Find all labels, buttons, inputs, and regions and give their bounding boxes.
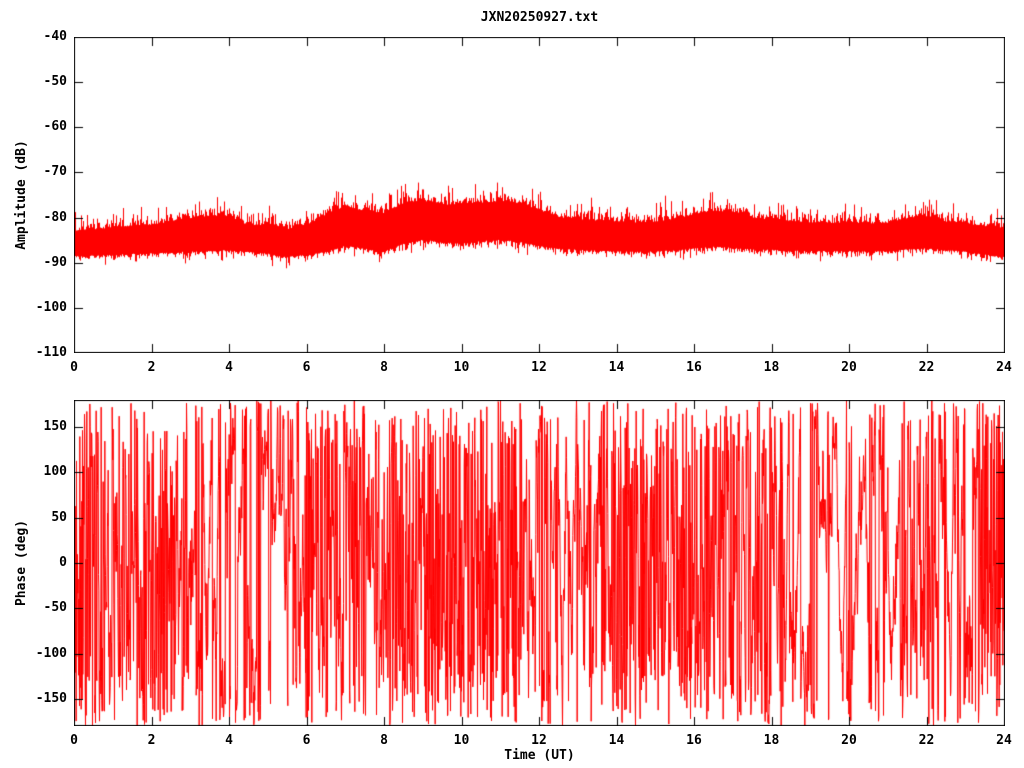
phase-ytick-label: 150: [43, 419, 67, 435]
amplitude-xtick-label: 10: [453, 360, 470, 375]
amplitude-xtick-label: 24: [996, 360, 1012, 375]
amplitude-xtick-label: 12: [531, 360, 547, 375]
amplitude-xtick-label: 8: [380, 360, 388, 375]
phase-xtick-label: 16: [686, 733, 702, 748]
amplitude-xtick-label: 14: [608, 360, 625, 375]
amplitude-xtick-label: 2: [147, 360, 156, 375]
amplitude-ytick-label: -70: [43, 164, 67, 180]
phase-ytick-label: 100: [43, 464, 67, 480]
phase-ytick-label: 0: [59, 555, 67, 570]
amplitude-xtick-label: 6: [302, 360, 311, 375]
phase-xtick-label: 2: [147, 733, 156, 748]
amplitude-ytick-label: -110: [35, 345, 67, 360]
amplitude-plot-canvas: [74, 37, 1005, 353]
amplitude-ytick-label: -80: [43, 209, 67, 225]
phase-xtick-label: 22: [918, 733, 935, 748]
amplitude-xtick-label: 20: [841, 360, 857, 375]
phase-xtick-label: 10: [453, 733, 470, 748]
phase-ytick-label: -50: [43, 600, 67, 616]
phase-xtick-label: 6: [302, 733, 311, 748]
phase-xtick-label: 4: [225, 733, 233, 748]
amplitude-xtick-label: 18: [763, 360, 780, 375]
phase-xtick-label: 12: [531, 733, 547, 748]
amplitude-ytick-label: -90: [43, 254, 67, 270]
phase-plot-canvas: [74, 400, 1005, 726]
phase-plot-panel: [74, 400, 1005, 726]
amplitude-ytick-label: -50: [43, 74, 67, 90]
amplitude-ytick-label: -60: [43, 119, 67, 135]
phase-xtick-label: 0: [70, 733, 78, 748]
phase-ytick-label: -150: [35, 690, 67, 706]
phase-xtick-label: 20: [841, 733, 857, 748]
time-axis-label: Time (UT): [504, 748, 575, 763]
phase-ytick-label: -100: [35, 645, 67, 661]
amplitude-xtick-label: 4: [225, 360, 233, 375]
phase-xtick-label: 24: [996, 733, 1012, 748]
plot-title: JXN20250927.txt: [480, 10, 599, 25]
amplitude-xtick-label: 22: [918, 360, 935, 375]
amplitude-ytick-label: -100: [35, 299, 67, 315]
amplitude-xtick-label: 16: [686, 360, 702, 375]
amplitude-xtick-label: 0: [70, 360, 78, 375]
phase-ytick-label: 50: [51, 509, 67, 525]
phase-xtick-label: 14: [608, 733, 625, 748]
phase-xtick-label: 18: [763, 733, 780, 748]
amplitude-axis-label: Amplitude (dB): [14, 140, 29, 250]
amplitude-plot-panel: [74, 37, 1005, 353]
amplitude-ytick-label: -40: [43, 29, 67, 44]
phase-xtick-label: 8: [380, 733, 388, 748]
